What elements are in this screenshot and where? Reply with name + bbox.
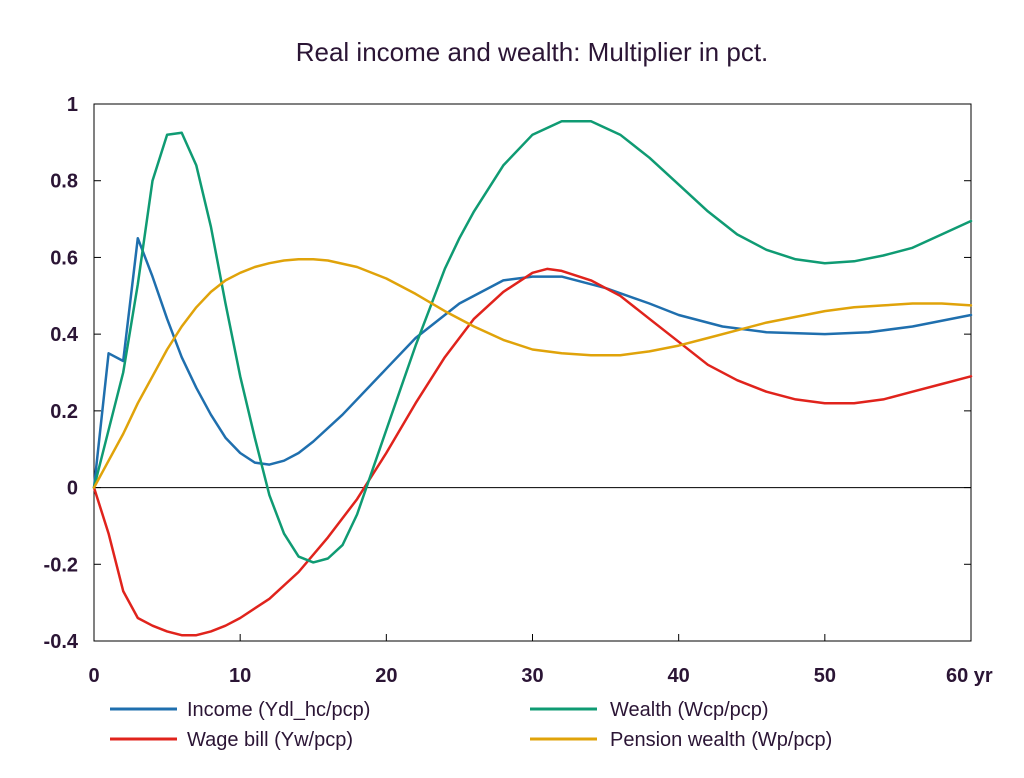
legend-label-1: Wage bill (Yw/pcp) <box>187 729 353 751</box>
axes: -0.4-0.200.20.40.60.810 10 20 30 40 50 60 yr <box>44 94 993 687</box>
x-tick-label: 60 yr <box>946 665 993 687</box>
y-tick-label: -0.2 <box>44 554 78 576</box>
x-tick-label: 30 <box>521 665 543 687</box>
series-lines <box>92 120 973 637</box>
x-tick-label: 10 <box>229 665 251 687</box>
x-tick-label: 0 <box>88 665 99 687</box>
y-tick-label: 0 <box>67 478 78 500</box>
y-tick-label: -0.4 <box>44 631 79 653</box>
y-tick-label: 0.6 <box>50 247 78 269</box>
x-tick-label: 50 <box>814 665 836 687</box>
y-tick-label: 0.4 <box>50 324 79 346</box>
y-tick-label: 0.2 <box>50 401 78 423</box>
legend-label-3: Pension wealth (Wp/pcp) <box>610 729 832 751</box>
legend-label-0: Income (Ydl_hc/pcp) <box>187 699 370 721</box>
plot-frame <box>93 103 972 642</box>
y-tick-label: 1 <box>67 94 78 116</box>
x-tick-label: 20 <box>375 665 397 687</box>
series-line-0 <box>92 236 973 489</box>
series-line-1 <box>92 267 973 637</box>
series-line-3 <box>92 258 973 489</box>
series-line-2 <box>92 120 973 564</box>
legend-label-2: Wealth (Wcp/pcp) <box>610 699 769 721</box>
chart-title: Real income and wealth: Multiplier in pc… <box>296 37 769 67</box>
legend: Income (Ydl_hc/pcp) Wealth (Wcp/pcp) Wage … <box>110 699 832 751</box>
y-tick-label: 0.8 <box>50 171 78 193</box>
x-tick-label: 40 <box>668 665 690 687</box>
